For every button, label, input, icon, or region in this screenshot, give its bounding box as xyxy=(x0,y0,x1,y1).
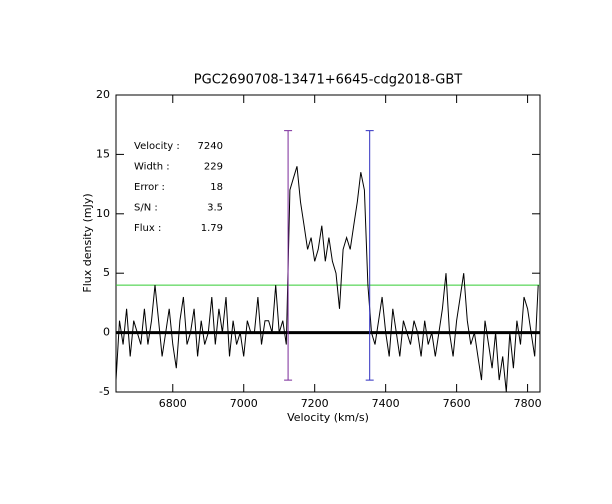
y-tick-label: 5 xyxy=(103,266,110,279)
annotation-value: 229 xyxy=(204,162,223,173)
y-tick-label: 20 xyxy=(96,88,110,101)
y-tick-label: 10 xyxy=(96,207,110,220)
annotation-label: Velocity : xyxy=(134,141,180,152)
plot-frame xyxy=(115,94,541,393)
annotation-value: 3.5 xyxy=(207,203,223,214)
x-tick-label: 7400 xyxy=(372,397,400,410)
x-tick-label: 6800 xyxy=(159,397,187,410)
annotation-label: Flux : xyxy=(134,223,161,234)
y-tick-label: 0 xyxy=(103,326,110,339)
annotation-label: Error : xyxy=(134,182,165,193)
x-axis-label: Velocity (km/s) xyxy=(287,411,369,424)
annotation-label: S/N : xyxy=(134,203,158,214)
x-tick-label: 7000 xyxy=(230,397,258,410)
y-tick-label: -5 xyxy=(99,385,110,398)
annotation-label: Width : xyxy=(134,162,170,173)
annotation-value: 1.79 xyxy=(201,223,223,234)
x-tick-label: 7600 xyxy=(443,397,471,410)
spectrum-line xyxy=(115,166,539,393)
x-tick-label: 7800 xyxy=(514,397,542,410)
annotation-value: 18 xyxy=(210,182,223,193)
chart-title: PGC2690708-13471+6645-cdg2018-GBT xyxy=(194,73,462,88)
y-tick-label: 15 xyxy=(96,147,110,160)
y-axis-label: Flux density (mJy) xyxy=(81,193,94,292)
annotation-value: 7240 xyxy=(198,141,223,152)
x-tick-label: 7200 xyxy=(301,397,329,410)
